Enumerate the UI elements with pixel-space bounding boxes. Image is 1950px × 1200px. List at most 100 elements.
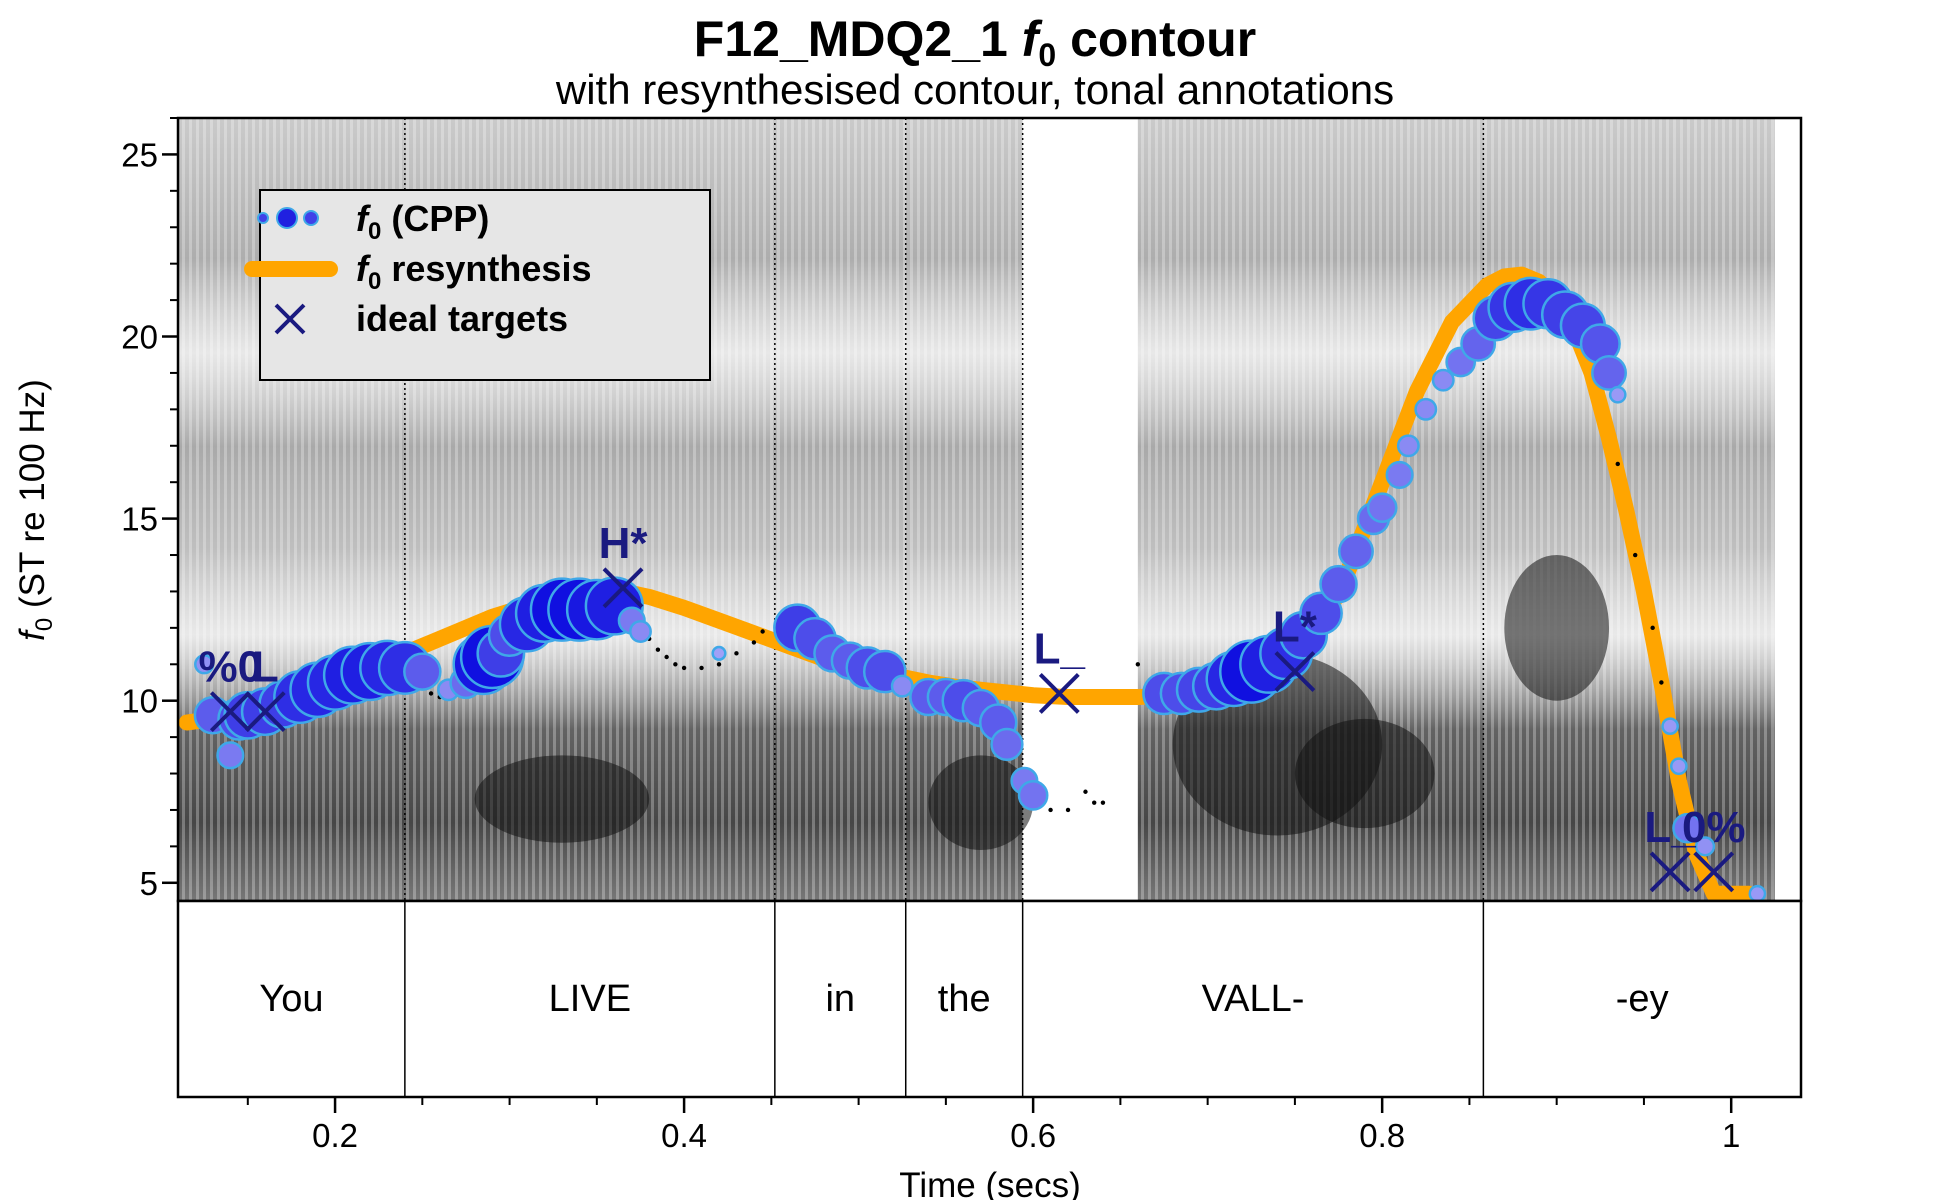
chart-subtitle: with resynthesised contour, tonal annota… (555, 66, 1394, 113)
legend-item-f0-resynthesis: f0 resynthesis (244, 248, 591, 295)
word-label: LIVE (549, 978, 631, 1020)
svg-text:f0 resynthesis: f0 resynthesis (356, 248, 591, 295)
raw-f0-dot (681, 665, 687, 671)
f0-cpp-point (1017, 780, 1049, 811)
target-x-icon (1038, 672, 1080, 714)
chart-title: F12_MDQ2_1 f0 contour (694, 11, 1256, 73)
svg-text:f0 (CPP): f0 (CPP) (356, 198, 489, 245)
raw-f0-dot (1650, 625, 1655, 631)
f0-cpp-point (1414, 397, 1438, 421)
y-tick-label: 10 (121, 683, 158, 720)
f0-cpp-point (629, 620, 652, 643)
target-label: L_ (1644, 803, 1696, 852)
x-tick-label: 0.4 (661, 1117, 707, 1154)
target-x-icon (209, 691, 251, 733)
f0-cpp-point (1299, 591, 1343, 636)
target-x-icon (1649, 851, 1691, 893)
raw-f0-dot (664, 654, 669, 660)
target-x-icon (1274, 651, 1316, 692)
svg-text:ideal targets: ideal targets (356, 298, 568, 339)
raw-f0-dot (751, 640, 757, 645)
f0-cpp-point (1591, 354, 1627, 391)
raw-f0-dot (1615, 461, 1620, 467)
x-axis: 0.2 0.4 0.6 0.8 1 (246, 1097, 1740, 1154)
f0-cpp-point (711, 645, 727, 661)
legend-marker-small (257, 212, 269, 224)
x-axis-label: Time (secs) (899, 1166, 1080, 1200)
legend-target-x-icon (274, 303, 306, 335)
f0-cpp-point (216, 741, 245, 770)
f0-cpp-point (1661, 717, 1679, 736)
spectrogram-striations (774, 118, 906, 901)
target-x-icon (1693, 851, 1735, 893)
x-tick-label: 0.6 (1010, 1117, 1056, 1154)
raw-f0-dot (1100, 800, 1106, 805)
f0-cpp-points (193, 276, 1767, 901)
f0-cpp-point (1385, 460, 1414, 489)
f0-cpp-point (1338, 533, 1374, 570)
y-tick-label: 25 (121, 136, 158, 173)
x-tick-label: 0.8 (1359, 1117, 1405, 1154)
x-tick-label: 1 (1722, 1117, 1740, 1154)
f0-cpp-point (1669, 757, 1688, 776)
legend-item-ideal-targets: ideal targets (274, 298, 568, 339)
target-label: L_ (1034, 624, 1086, 673)
raw-f0-dot (1083, 789, 1088, 794)
ideal-targets: %0LH*L_ L*L_0% (199, 519, 1746, 893)
y-tick-label: 20 (121, 319, 158, 356)
raw-f0-dot (673, 662, 678, 667)
y-axis-label: f0 (ST re 100 Hz) (13, 379, 58, 641)
spectrogram-dark-band (474, 755, 650, 843)
f0-cpp-point (1366, 492, 1398, 524)
word-label: in (825, 978, 855, 1020)
raw-f0-dot (1092, 800, 1097, 805)
f0-cpp-point (1672, 812, 1703, 844)
legend-item-f0-cpp: f0 (CPP) (257, 198, 489, 245)
word-label: the (938, 978, 991, 1020)
target-label: H* (599, 519, 649, 568)
f0-cpp-point (1694, 836, 1716, 857)
y-tick-label: 5 (140, 865, 158, 902)
raw-f0-dot (1065, 807, 1071, 813)
raw-f0-dot (716, 662, 722, 667)
legend: f0 (CPP) f0 resynthesis ideal targets (244, 189, 711, 381)
f0-cpp-point (890, 674, 914, 698)
spectrogram-dark-band (1294, 718, 1435, 829)
word-label: You (259, 978, 323, 1020)
y-tick-label: 15 (121, 501, 158, 538)
f0-cpp-point (1608, 385, 1627, 404)
f0-cpp-point (990, 727, 1024, 762)
raw-f0-dot (1659, 680, 1664, 685)
legend-box (259, 189, 711, 381)
f0-cpp-point (1431, 368, 1455, 392)
word-label: -ey (1616, 978, 1669, 1020)
f0-cpp-point (1396, 434, 1420, 458)
target-label: %0 (199, 643, 263, 692)
raw-f0-dot (1135, 662, 1141, 667)
f0-cpp-point (194, 654, 215, 675)
target-x-icon (602, 567, 644, 609)
raw-f0-dot (699, 665, 704, 671)
legend-marker-large (276, 207, 298, 229)
target-label: 0% (1682, 803, 1746, 852)
word-tier: You LIVE in the VALL- -ey (259, 901, 1669, 1097)
y-axis: 5 10 15 20 25 (121, 117, 178, 902)
spectrogram-dark-band (928, 755, 1034, 851)
raw-f0-dot (1633, 552, 1638, 558)
x-tick-label: 0.2 (312, 1117, 358, 1154)
f0-cpp-point (403, 652, 442, 691)
raw-f0-dot (734, 651, 739, 656)
f0-cpp-point (1748, 884, 1767, 901)
raw-f0-dot (760, 629, 765, 634)
word-label: VALL- (1202, 978, 1305, 1020)
raw-f0-dot (1048, 807, 1053, 813)
target-label: L (252, 643, 279, 692)
target-x-icon (244, 691, 286, 733)
spectrogram-dark-band (1504, 555, 1610, 701)
f0-cpp-point (1319, 564, 1358, 604)
raw-f0-dot (428, 691, 434, 696)
raw-f0-dot (655, 647, 661, 652)
target-label: L* (1273, 603, 1318, 652)
legend-marker-medium (303, 210, 319, 226)
